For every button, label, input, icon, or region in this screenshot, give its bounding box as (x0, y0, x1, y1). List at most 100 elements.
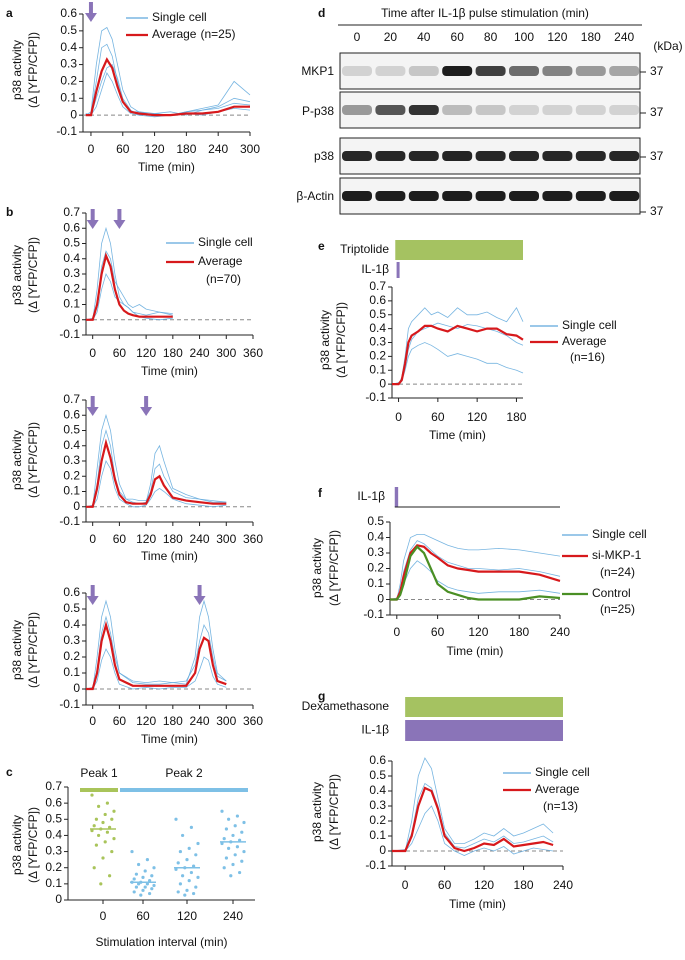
dot (105, 830, 109, 834)
y-tick-label: -0.1 (363, 607, 384, 621)
x-axis-title: Time (min) (138, 160, 195, 174)
y-tick-label: 0 (377, 592, 384, 606)
dot (112, 837, 116, 841)
y-tick-label: 0.6 (63, 407, 80, 421)
y-tick-label: 0.2 (63, 468, 80, 482)
x-tick-label: 0 (100, 909, 107, 923)
single-cell-trace (392, 342, 524, 385)
y-tick-label: -0.1 (365, 390, 386, 404)
dot (192, 864, 196, 868)
y-tick-label: 0.4 (367, 530, 384, 544)
dot (178, 849, 182, 854)
single-cell-trace (85, 72, 251, 116)
legend-label: Single cell (535, 765, 590, 779)
dot (185, 858, 189, 862)
y-tick-label: 0.5 (63, 601, 80, 615)
x-tick-label: 240 (190, 532, 210, 546)
x-tick-label: 300 (216, 346, 236, 360)
dot (192, 891, 196, 896)
y-tick-label: 0.7 (369, 279, 386, 293)
x-axis-title: Stimulation interval (min) (95, 935, 227, 949)
dot (227, 817, 231, 821)
y-tick-label: 0.3 (63, 266, 80, 280)
band (375, 151, 406, 161)
x-axis-title: Time (min) (449, 897, 506, 911)
treatment-label: IL-1β (361, 262, 389, 276)
y-tick-label: 0.5 (60, 23, 77, 37)
legend-n: (n=24) (600, 565, 635, 579)
y-tick-label: 0.1 (63, 665, 80, 679)
dot (97, 804, 101, 808)
y-axis-title: p38 activity (10, 40, 24, 100)
x-tick-label: 180 (163, 346, 183, 360)
dot (145, 882, 149, 886)
treatment-bar (396, 262, 400, 278)
band (342, 105, 372, 115)
band (609, 105, 640, 115)
x-tick-label: 180 (506, 410, 526, 424)
row-label: MKP1 (301, 64, 334, 78)
x-tick-label: 180 (163, 532, 183, 546)
lane-label: 60 (451, 30, 465, 44)
dot (112, 809, 116, 813)
band (542, 105, 573, 115)
treatment-bar (395, 240, 523, 260)
y-axis-title: (Δ [YFP/CFP]) (26, 422, 40, 498)
group-bar (120, 788, 248, 792)
legend-label: Single cell (562, 318, 617, 332)
dot (196, 841, 200, 846)
band (408, 105, 439, 115)
dot (143, 869, 147, 873)
dot (189, 870, 193, 875)
dot (176, 861, 180, 865)
dot (224, 856, 228, 860)
dot (101, 820, 105, 825)
band (542, 66, 573, 76)
y-tick-label: -0.1 (365, 858, 386, 872)
x-tick-label: 120 (467, 410, 487, 424)
dot (148, 891, 152, 896)
y-tick-label: 0.6 (63, 585, 80, 599)
y-tick-label: 0 (73, 312, 80, 326)
dot (229, 874, 233, 878)
x-tick-label: 240 (208, 142, 228, 156)
legend-label: Average (198, 254, 243, 268)
x-tick-label: 60 (431, 410, 445, 424)
treatment-label: Dexamethasone (302, 699, 390, 713)
dot (97, 833, 101, 838)
dot (108, 874, 112, 878)
band (442, 151, 473, 161)
y-tick-label: 0 (55, 892, 62, 906)
dot (183, 893, 187, 897)
group-label: Peak 1 (80, 766, 118, 780)
y-tick-label: 0.5 (369, 307, 386, 321)
x-tick-label: 300 (216, 532, 236, 546)
x-tick-label: 0 (88, 142, 95, 156)
single-cell-trace (86, 648, 227, 690)
single-cell-trace (390, 560, 561, 600)
size-label: 37 (650, 105, 664, 119)
dot (238, 838, 242, 842)
single-cell-trace (86, 226, 173, 321)
dot (189, 825, 193, 829)
x-tick-label: 180 (514, 878, 534, 892)
y-tick-label: -0.1 (56, 124, 77, 138)
x-tick-label: 60 (113, 714, 127, 728)
lane-label: 120 (547, 30, 567, 44)
dot (137, 882, 141, 886)
y-axis-title: (Δ [YFP/CFP]) (334, 302, 348, 378)
size-label: 37 (650, 204, 664, 218)
treatment-bar (394, 487, 399, 507)
dot (194, 885, 198, 889)
average-line (86, 438, 227, 508)
y-axis-title: p38 activity (10, 430, 24, 490)
dot (108, 825, 112, 829)
dot (240, 830, 244, 834)
y-tick-label: 0.3 (63, 453, 80, 467)
y-axis-title: p38 activity (318, 310, 332, 370)
legend-n: (n=25) (200, 27, 235, 41)
x-tick-label: 120 (177, 909, 197, 923)
band (342, 66, 372, 76)
dot (150, 887, 154, 891)
